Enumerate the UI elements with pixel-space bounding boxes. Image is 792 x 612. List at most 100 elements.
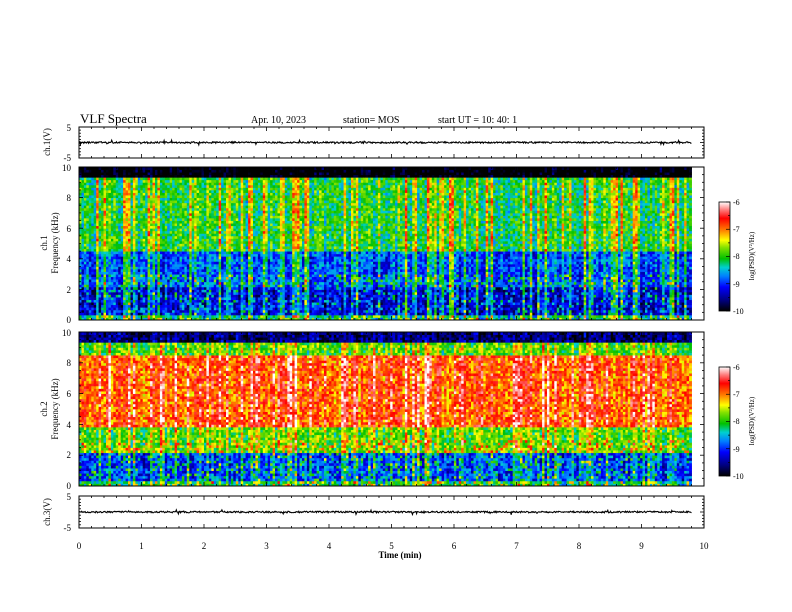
psd-cell [106, 174, 109, 178]
psd-cell [250, 195, 254, 199]
psd-cell [145, 179, 149, 183]
psd-cell [189, 200, 193, 204]
psd-cell [235, 286, 239, 290]
psd-cell [110, 314, 114, 318]
psd-cell [130, 182, 134, 186]
psd-cell [164, 291, 168, 295]
psd-cell [213, 307, 217, 311]
psd-cell [113, 246, 117, 250]
psd-cell [101, 202, 104, 206]
psd-cell [164, 215, 168, 219]
psd-cell [125, 312, 129, 316]
psd-cell [272, 258, 276, 262]
psd-cell [191, 269, 195, 272]
psd-cell [108, 246, 112, 250]
psd-cell [118, 192, 122, 196]
psd-cell [159, 263, 163, 267]
psd-cell [108, 172, 112, 176]
psd-cell [120, 286, 124, 290]
psd-cell [204, 299, 207, 303]
psd-cell [132, 291, 136, 295]
psd-cell [145, 258, 149, 262]
psd-cell [155, 215, 158, 219]
psd-cell [103, 230, 107, 234]
psd-cell [135, 240, 139, 244]
psd-cell [223, 256, 227, 260]
psd-cell [275, 302, 278, 306]
psd-cell [172, 291, 175, 295]
psd-cell [216, 294, 220, 298]
psd-cell [157, 261, 161, 265]
psd-cell [145, 230, 149, 234]
psd-cell [125, 202, 129, 206]
psd-cell [169, 289, 173, 293]
psd-cell [240, 286, 244, 290]
psd-cell [101, 223, 104, 227]
psd-cell [201, 240, 205, 244]
psd-cell [204, 187, 207, 191]
psd-cell [208, 276, 212, 280]
psd-cell [201, 263, 205, 267]
psd-cell [91, 200, 95, 204]
psd-cell [223, 294, 227, 298]
psd-cell [238, 207, 242, 211]
psd-cell [164, 220, 168, 224]
psd-cell [123, 174, 126, 178]
psd-cell [79, 291, 82, 295]
psd-cell [184, 230, 188, 234]
psd-cell [98, 263, 102, 267]
psd-cell [194, 228, 198, 232]
psd-cell [137, 169, 141, 173]
psd-cell [83, 240, 87, 244]
psd-cell [164, 230, 168, 234]
psd-cell [262, 269, 266, 272]
psd-cell [194, 174, 198, 178]
psd-cell [110, 200, 114, 204]
psd-cell [206, 182, 210, 186]
psd-cell [101, 220, 104, 224]
psd-cell [83, 192, 87, 196]
psd-cell [103, 317, 107, 320]
psd-cell [250, 263, 254, 267]
psd-cell [208, 192, 212, 196]
psd-cell [253, 220, 256, 224]
psd-cell [186, 240, 190, 244]
psd-cell [206, 307, 210, 311]
psd-cell [93, 240, 97, 244]
psd-cell [88, 174, 92, 178]
psd-cell [106, 195, 109, 199]
psd-cell [267, 312, 271, 316]
psd-cell [221, 184, 224, 188]
psd-cell [130, 230, 134, 234]
psd-cell [238, 197, 242, 201]
psd-cell [226, 248, 229, 252]
psd-cell [208, 261, 212, 265]
psd-cell [221, 220, 224, 224]
psd-cell [211, 266, 215, 270]
psd-cell [218, 223, 222, 227]
psd-cell [79, 307, 82, 311]
psd-cell [194, 269, 198, 272]
psd-cell [120, 197, 124, 201]
psd-cell [174, 291, 178, 295]
psd-cell [267, 190, 271, 193]
psd-cell [157, 256, 161, 260]
psd-cell [167, 235, 171, 239]
psd-cell [191, 274, 195, 278]
psd-cell [199, 258, 202, 262]
psd-cell [125, 212, 129, 216]
psd-cell [194, 235, 198, 239]
psd-cell [230, 297, 234, 301]
psd-cell [270, 291, 273, 295]
psd-cell [267, 284, 271, 288]
psd-cell [125, 289, 129, 293]
psd-cell [262, 207, 266, 211]
psd-cell [223, 253, 227, 257]
psd-cell [123, 258, 126, 262]
psd-cell [115, 312, 119, 316]
psd-cell [235, 235, 239, 239]
psd-cell [106, 235, 109, 239]
psd-cell [265, 192, 269, 196]
psd-cell [221, 197, 224, 201]
psd-cell [103, 179, 107, 183]
